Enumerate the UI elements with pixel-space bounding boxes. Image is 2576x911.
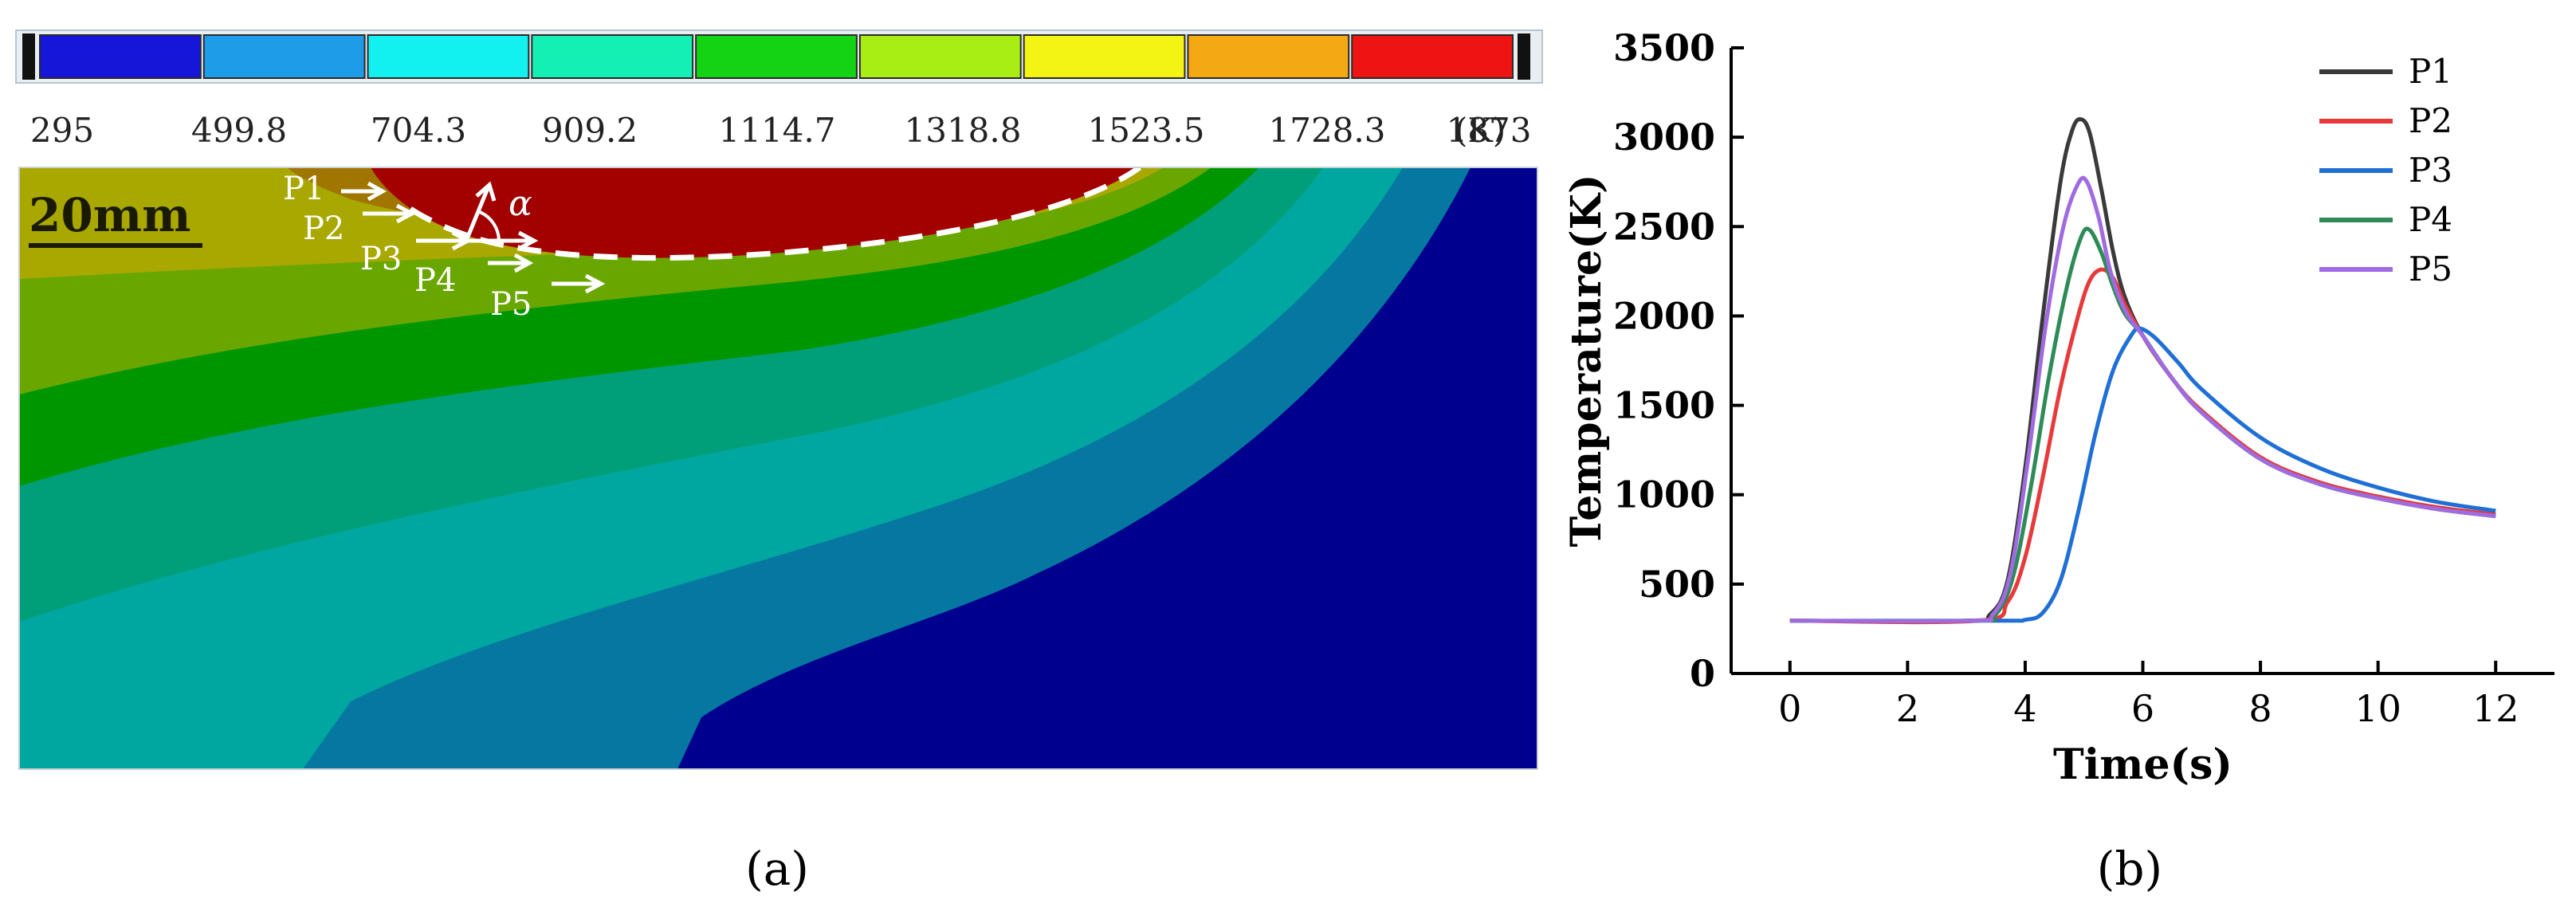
- colorbar-segment: [39, 34, 202, 79]
- colorbar-right-cap: [1518, 33, 1530, 80]
- legend-label-p5: P5: [2409, 249, 2452, 289]
- alpha-arc: [479, 210, 501, 241]
- legend-label-p2: P2: [2409, 101, 2452, 140]
- probe-arrow-p2: [363, 203, 417, 224]
- x-tick-label: 4: [2013, 687, 2036, 730]
- temperature-history-chart: 0 500 1000 1500 2000 2500 3000 3500 0 2 4 6 8 10 12 Tim…: [1562, 26, 2554, 896]
- probe-label-p5: P5: [490, 286, 532, 323]
- unit-label: (K): [1455, 111, 1506, 150]
- legend-label-p4: P4: [2409, 200, 2452, 239]
- colorbar-segment: [858, 34, 1022, 79]
- x-tick-label: 12: [2472, 687, 2519, 730]
- colorbar-left-cap: [22, 33, 35, 80]
- series-line-p5: [1789, 175, 2496, 623]
- alpha-label: α: [509, 183, 532, 224]
- series-line-p4: [1789, 226, 2496, 623]
- probe-label-p4: P4: [414, 262, 456, 299]
- y-tick-label: 1000: [1613, 473, 1715, 516]
- probe-arrow-p4b: [488, 253, 534, 273]
- colorbar-tick-label: 909.2: [542, 111, 638, 150]
- probe-arrow-p5: [552, 273, 606, 294]
- x-axis-label: Time(s): [2053, 740, 2232, 789]
- colorbar-tick-label: 1523.5: [1088, 111, 1205, 150]
- probe-label-p1: P1: [283, 171, 324, 207]
- colorbar-tick-label: 295: [30, 111, 94, 150]
- series-line-p3: [1789, 326, 2496, 623]
- melt-pool-boundary: [409, 167, 1142, 261]
- y-axis-label: Temperature(K): [1562, 174, 1611, 547]
- colorbar-segment: [1187, 34, 1350, 79]
- y-tick-label: 3000: [1613, 116, 1715, 159]
- x-tick-label: 0: [1778, 687, 1801, 730]
- probe-label-p2: P2: [303, 210, 344, 247]
- x-tick-label: 6: [2131, 687, 2154, 730]
- y-tick-label: 2000: [1613, 294, 1715, 337]
- y-tick-label: 0: [1690, 652, 1715, 695]
- contour-frame: [18, 167, 1538, 770]
- series-line-p2: [1789, 267, 2496, 625]
- scale-bar: 20mm: [29, 188, 202, 248]
- x-tick-label: 2: [1896, 687, 1919, 730]
- colorbar-segment: [531, 34, 694, 79]
- x-tick-label: 10: [2354, 687, 2401, 730]
- legend-label-p3: P3: [2409, 151, 2452, 190]
- probe-points: P1 P2 P3 P4 P5 α: [283, 171, 606, 323]
- chart-area: 0 500 1000 1500 2000 2500 3000 3500 0 2 4 6 8 10 12 Tim…: [1562, 26, 2554, 789]
- panel-b-label: (b): [2097, 842, 2162, 896]
- contour-plot: [18, 167, 1538, 770]
- colorbar-labels: 295 499.8 704.3 909.2 1114.7 1318.8 1523.5 1728…: [30, 111, 1532, 150]
- temperature-contour-figure: 295 499.8 704.3 909.2 1114.7 1318.8 1523.5 1728…: [15, 29, 1543, 896]
- y-tick-label: 500: [1639, 563, 1715, 606]
- colorbar-tick-label: 1318.8: [905, 111, 1022, 150]
- colorbar-tick-label: 499.8: [191, 111, 287, 150]
- panel-a-label: (a): [745, 842, 809, 896]
- probe-arrow-p4: [466, 230, 539, 251]
- colorbar-tick-label: 1728.3: [1269, 111, 1386, 150]
- colorbar-segment: [695, 34, 858, 79]
- probe-label-p3: P3: [360, 241, 402, 277]
- colorbar-tick-label: 1873: [1447, 111, 1532, 150]
- alpha-arrow: [464, 181, 497, 241]
- colorbar-segment: [202, 34, 366, 79]
- scale-label: 20mm: [29, 188, 190, 242]
- contour-band-9: [371, 167, 1140, 258]
- colorbar-segment: [367, 34, 530, 79]
- y-tick-label: 1500: [1613, 384, 1715, 427]
- colorbar-tick-label: 1114.7: [719, 111, 836, 150]
- legend-label-p1: P1: [2409, 52, 2452, 91]
- colorbar-segment: [1023, 34, 1186, 79]
- colorbar-tick-label: 704.3: [371, 111, 466, 150]
- y-tick-label: 3500: [1613, 26, 1715, 69]
- probe-arrow-p1: [341, 181, 387, 202]
- series-line-p1: [1789, 117, 2496, 623]
- y-tick-label: 2500: [1613, 205, 1715, 248]
- colorbar: [15, 29, 1543, 84]
- colorbar-segment: [1351, 34, 1514, 79]
- x-tick-label: 8: [2248, 687, 2272, 730]
